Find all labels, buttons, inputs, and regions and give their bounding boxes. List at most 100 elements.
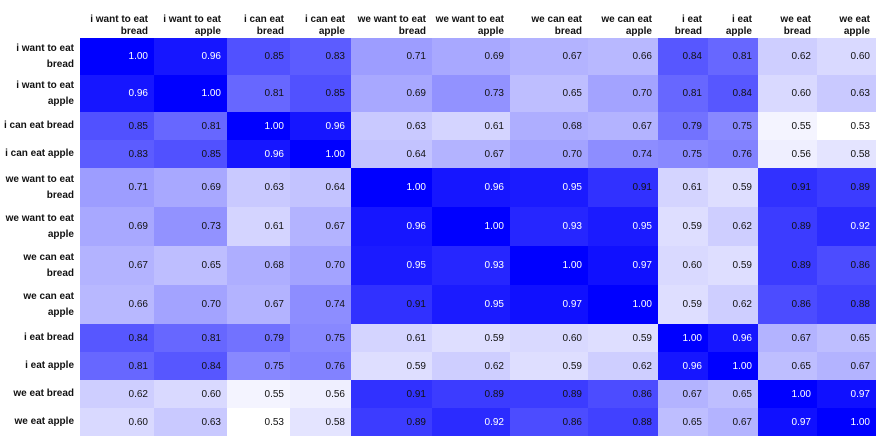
heatmap-cell: 0.62 (708, 285, 758, 324)
heatmap-cell: 0.73 (432, 75, 510, 112)
heatmap-cell: 0.76 (290, 352, 351, 380)
heatmap-cell: 1.00 (758, 380, 817, 408)
heatmap-cell: 0.86 (817, 246, 876, 285)
row-header: we can eat bread (23, 251, 74, 279)
heatmap-cell: 0.59 (708, 168, 758, 207)
column-header: i eat apple (725, 14, 752, 37)
column-header: i can eat bread (243, 14, 284, 37)
heatmap-cell: 0.70 (290, 246, 351, 285)
heatmap-cell: 0.61 (658, 168, 708, 207)
column-header: we eat apple (839, 14, 870, 37)
heatmap-cell: 0.83 (290, 38, 351, 75)
heatmap-cell: 0.88 (817, 285, 876, 324)
heatmap-cell: 0.61 (227, 207, 290, 246)
heatmap-cell: 0.62 (708, 207, 758, 246)
heatmap-cell: 0.66 (80, 285, 154, 324)
heatmap-cell: 0.81 (658, 75, 708, 112)
heatmap-cell: 0.81 (154, 112, 227, 140)
heatmap-cell: 0.81 (154, 324, 227, 352)
heatmap-cell: 0.92 (432, 408, 510, 436)
heatmap-cell: 0.89 (510, 380, 588, 408)
heatmap-cell: 0.85 (80, 112, 154, 140)
heatmap-cell: 0.75 (227, 352, 290, 380)
heatmap-cell: 0.71 (80, 168, 154, 207)
heatmap-cell: 0.58 (817, 140, 876, 168)
heatmap-cell: 0.64 (351, 140, 432, 168)
heatmap-cell: 0.67 (227, 285, 290, 324)
heatmap-row: we want to eat apple 0.69 0.73 0.61 0.67 0.96… (0, 207, 876, 246)
heatmap-cell: 0.81 (708, 38, 758, 75)
heatmap-cell: 0.81 (80, 352, 154, 380)
heatmap-cell: 0.56 (758, 140, 817, 168)
heatmap-cell: 0.95 (510, 168, 588, 207)
row-header: i want to eat apple (16, 79, 74, 107)
heatmap-cell: 0.74 (588, 140, 658, 168)
heatmap-cell: 0.60 (510, 324, 588, 352)
heatmap-cell: 0.96 (658, 352, 708, 380)
heatmap-cell: 0.74 (290, 285, 351, 324)
heatmap-cell: 0.62 (758, 38, 817, 75)
heatmap-cell: 0.67 (510, 38, 588, 75)
heatmap-cell: 0.86 (588, 380, 658, 408)
heatmap-cell: 0.67 (588, 112, 658, 140)
heatmap-cell: 1.00 (817, 408, 876, 436)
column-header: we can eat apple (601, 14, 652, 37)
heatmap-cell: 0.55 (227, 380, 290, 408)
heatmap-cell: 0.59 (351, 352, 432, 380)
column-header: we want to eat bread (357, 14, 426, 37)
heatmap-cell: 0.63 (351, 112, 432, 140)
heatmap-cell: 0.56 (290, 380, 351, 408)
heatmap-cell: 1.00 (708, 352, 758, 380)
heatmap-cell: 0.88 (588, 408, 658, 436)
heatmap-cell: 1.00 (432, 207, 510, 246)
heatmap-cell: 0.75 (708, 112, 758, 140)
heatmap-cell: 0.65 (758, 352, 817, 380)
heatmap-cell: 0.91 (758, 168, 817, 207)
heatmap-cell: 0.58 (290, 408, 351, 436)
heatmap-cell: 1.00 (227, 112, 290, 140)
heatmap-cell: 0.89 (351, 408, 432, 436)
heatmap-cell: 0.65 (708, 380, 758, 408)
heatmap-cell: 0.97 (588, 246, 658, 285)
heatmap-cell: 0.84 (154, 352, 227, 380)
heatmap-cell: 0.62 (588, 352, 658, 380)
heatmap-cell: 0.93 (432, 246, 510, 285)
heatmap-cell: 0.62 (80, 380, 154, 408)
heatmap-cell: 0.85 (290, 75, 351, 112)
heatmap-cell: 0.89 (758, 246, 817, 285)
heatmap-cell: 0.69 (432, 38, 510, 75)
heatmap-cell: 0.65 (658, 408, 708, 436)
heatmap-row: we want to eat bread 0.71 0.69 0.63 0.64 1.00… (0, 168, 876, 207)
row-header: we want to eat bread (5, 173, 74, 201)
heatmap-cell: 0.59 (708, 246, 758, 285)
column-header: i can eat apple (304, 14, 345, 37)
row-header: i eat apple (25, 360, 74, 371)
heatmap-cell: 0.71 (351, 38, 432, 75)
heatmap-cell: 0.96 (80, 75, 154, 112)
heatmap-cell: 0.62 (432, 352, 510, 380)
heatmap-cell: 0.96 (290, 112, 351, 140)
heatmap-cell: 0.84 (708, 75, 758, 112)
heatmap-cell: 0.95 (432, 285, 510, 324)
heatmap-cell: 0.67 (817, 352, 876, 380)
heatmap-cell: 0.61 (351, 324, 432, 352)
heatmap-cell: 0.91 (351, 380, 432, 408)
heatmap-cell: 0.89 (817, 168, 876, 207)
heatmap-row: i eat bread 0.84 0.81 0.79 0.75 0.61 0.59 0.60 0… (0, 324, 876, 352)
heatmap-cell: 0.55 (758, 112, 817, 140)
row-header: i eat bread (23, 332, 74, 343)
heatmap-row: i eat apple 0.81 0.84 0.75 0.76 0.59 0.62 0.59 0… (0, 352, 876, 380)
heatmap-cell: 1.00 (351, 168, 432, 207)
heatmap-cell: 1.00 (154, 75, 227, 112)
column-header: i eat bread (674, 14, 702, 37)
heatmap-cell: 0.60 (758, 75, 817, 112)
row-header: i can eat bread (3, 120, 74, 131)
heatmap-cell: 0.64 (290, 168, 351, 207)
row-header: we eat apple (14, 416, 74, 427)
heatmap-cell: 0.65 (510, 75, 588, 112)
heatmap-cell: 0.73 (154, 207, 227, 246)
heatmap-row: i want to eat apple 0.96 1.00 0.81 0.85 0.69 0… (0, 75, 876, 112)
heatmap-cell: 0.67 (80, 246, 154, 285)
heatmap-cell: 0.91 (588, 168, 658, 207)
similarity-heatmap: i want to eat bread i want to eat apple … (0, 14, 876, 436)
